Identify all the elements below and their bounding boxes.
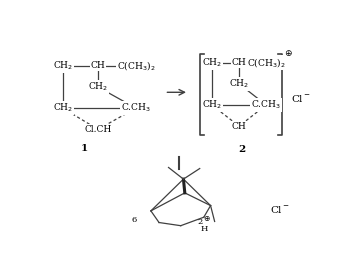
Text: CH$_2$: CH$_2$ bbox=[52, 102, 73, 114]
Text: CH$_2$: CH$_2$ bbox=[88, 81, 108, 93]
Text: CH$_2$: CH$_2$ bbox=[52, 60, 73, 72]
Text: CH$_2$: CH$_2$ bbox=[229, 78, 249, 90]
Text: CH$_2$: CH$_2$ bbox=[202, 99, 222, 111]
Text: C.CH$_3$: C.CH$_3$ bbox=[121, 102, 151, 114]
Text: 2: 2 bbox=[197, 218, 202, 226]
Text: C.CH$_3$: C.CH$_3$ bbox=[251, 99, 281, 111]
Text: 1: 1 bbox=[81, 144, 88, 153]
Text: CH: CH bbox=[232, 122, 246, 131]
Text: Cl$^-$: Cl$^-$ bbox=[270, 204, 290, 215]
Text: C(CH$_3$)$_2$: C(CH$_3$)$_2$ bbox=[247, 56, 285, 69]
Text: $\oplus$: $\oplus$ bbox=[284, 48, 292, 58]
Text: CH$_2$: CH$_2$ bbox=[202, 56, 222, 69]
Text: Cl.CH: Cl.CH bbox=[84, 125, 112, 134]
Text: H: H bbox=[200, 225, 208, 233]
Text: CH: CH bbox=[232, 58, 246, 67]
Text: Cl$^-$: Cl$^-$ bbox=[292, 93, 312, 104]
Text: $\oplus$: $\oplus$ bbox=[203, 214, 210, 223]
Text: 6: 6 bbox=[132, 216, 137, 224]
Text: 2: 2 bbox=[238, 145, 245, 154]
Text: C(CH$_3$)$_2$: C(CH$_3$)$_2$ bbox=[117, 59, 155, 72]
Text: CH: CH bbox=[91, 61, 105, 70]
